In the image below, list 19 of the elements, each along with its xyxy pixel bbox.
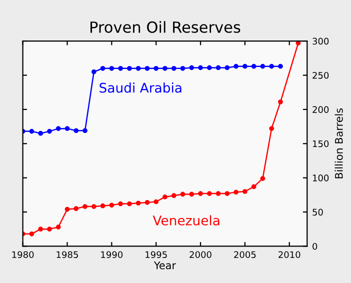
- y-tick-label: 200: [312, 106, 329, 113]
- series-label: Venezuela: [152, 215, 220, 226]
- y-tick-label: 300: [312, 38, 329, 45]
- y-tick-label: 250: [312, 72, 329, 79]
- chart-title: Proven Oil Reserves: [90, 21, 240, 33]
- x-tick-label: 1995: [146, 251, 167, 258]
- series-label: Saudi Arabia: [100, 82, 182, 93]
- x-tick-label: 1980: [12, 251, 34, 258]
- x-tick-label: 2000: [190, 251, 212, 258]
- y-tick-label: 150: [312, 140, 329, 148]
- x-tick-label: 1985: [56, 251, 78, 258]
- y-axis-title: Billion Barrels: [334, 108, 343, 178]
- y-tick-label: 0: [312, 242, 318, 250]
- x-tick-label: 1990: [101, 251, 123, 258]
- x-axis-title: Year: [154, 262, 176, 270]
- x-tick-label: 2005: [234, 251, 256, 258]
- x-tick-label: 2010: [278, 251, 300, 258]
- y-tick-label: 100: [312, 174, 329, 182]
- y-tick-label: 50: [312, 208, 323, 216]
